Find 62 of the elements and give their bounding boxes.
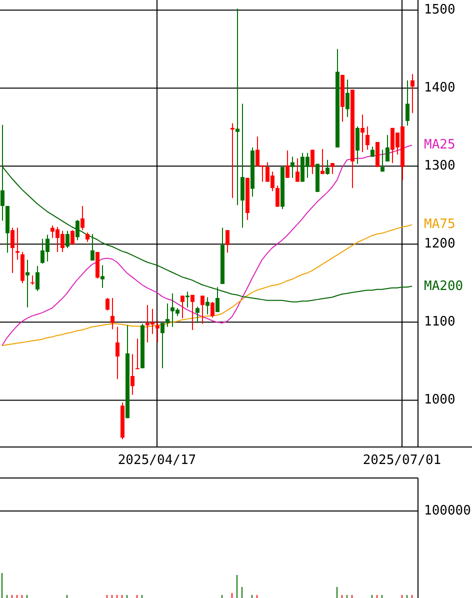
candlestick <box>30 274 34 286</box>
candlestick <box>80 205 84 231</box>
candlestick <box>76 219 80 241</box>
candlestick <box>180 295 184 319</box>
candlestick <box>230 122 234 199</box>
candlestick <box>106 298 110 311</box>
candlestick <box>136 338 140 370</box>
candlestick <box>166 302 170 328</box>
candlestick <box>186 291 190 308</box>
y-tick-label: 1100 <box>424 314 456 330</box>
candlestick <box>360 114 364 153</box>
candlestick <box>290 156 294 178</box>
candlestick <box>100 264 104 288</box>
x-tick-label: 2025/07/01 <box>362 453 442 468</box>
candlestick <box>380 149 384 172</box>
candlestick <box>330 162 334 174</box>
candlestick <box>206 296 210 315</box>
x-tick-label: 2025/04/17 <box>118 453 196 468</box>
candlestick <box>236 8 240 206</box>
candlestick <box>406 80 410 126</box>
candlestick <box>286 150 290 178</box>
candlestick <box>160 322 164 369</box>
candlestick <box>66 230 70 249</box>
candlestick <box>190 294 194 330</box>
series-label: MA25 <box>424 138 456 153</box>
candlestick <box>310 149 314 174</box>
candlestick <box>410 74 414 114</box>
series-label: MA75 <box>424 217 456 232</box>
candlestick <box>326 159 330 176</box>
line-series <box>2 144 412 346</box>
candlestick <box>90 234 94 262</box>
candlestick <box>86 232 90 242</box>
candlestick <box>26 259 30 308</box>
candlestick <box>346 79 350 118</box>
candlestick <box>226 230 230 254</box>
candlestick <box>200 295 204 324</box>
candlestick <box>110 298 114 330</box>
candlestick <box>356 126 360 164</box>
text: 100000 <box>424 504 471 519</box>
y-tick-label: 1400 <box>424 80 456 96</box>
candlestick <box>210 301 214 318</box>
candlestick <box>130 354 134 396</box>
candlestick <box>320 148 324 174</box>
y-tick-label: 1300 <box>424 158 456 174</box>
candlestick <box>16 227 20 260</box>
y-tick-label: 1500 <box>424 2 456 18</box>
series-label: MA200 <box>424 278 464 294</box>
candlestick <box>276 185 280 208</box>
y-tick-label: 1000 <box>424 392 456 408</box>
candlestick <box>116 326 120 380</box>
candlestick <box>296 158 300 182</box>
candlestick <box>240 103 244 228</box>
candlestick <box>36 266 40 292</box>
candlestick <box>386 134 390 162</box>
candlestick <box>156 320 160 343</box>
candlestick <box>70 230 74 246</box>
line-series <box>2 224 412 346</box>
y-tick-label: 1200 <box>424 236 456 252</box>
candlestick <box>370 146 374 158</box>
candlestick <box>10 227 14 274</box>
candlestick <box>366 126 370 150</box>
candlestick <box>196 306 200 324</box>
